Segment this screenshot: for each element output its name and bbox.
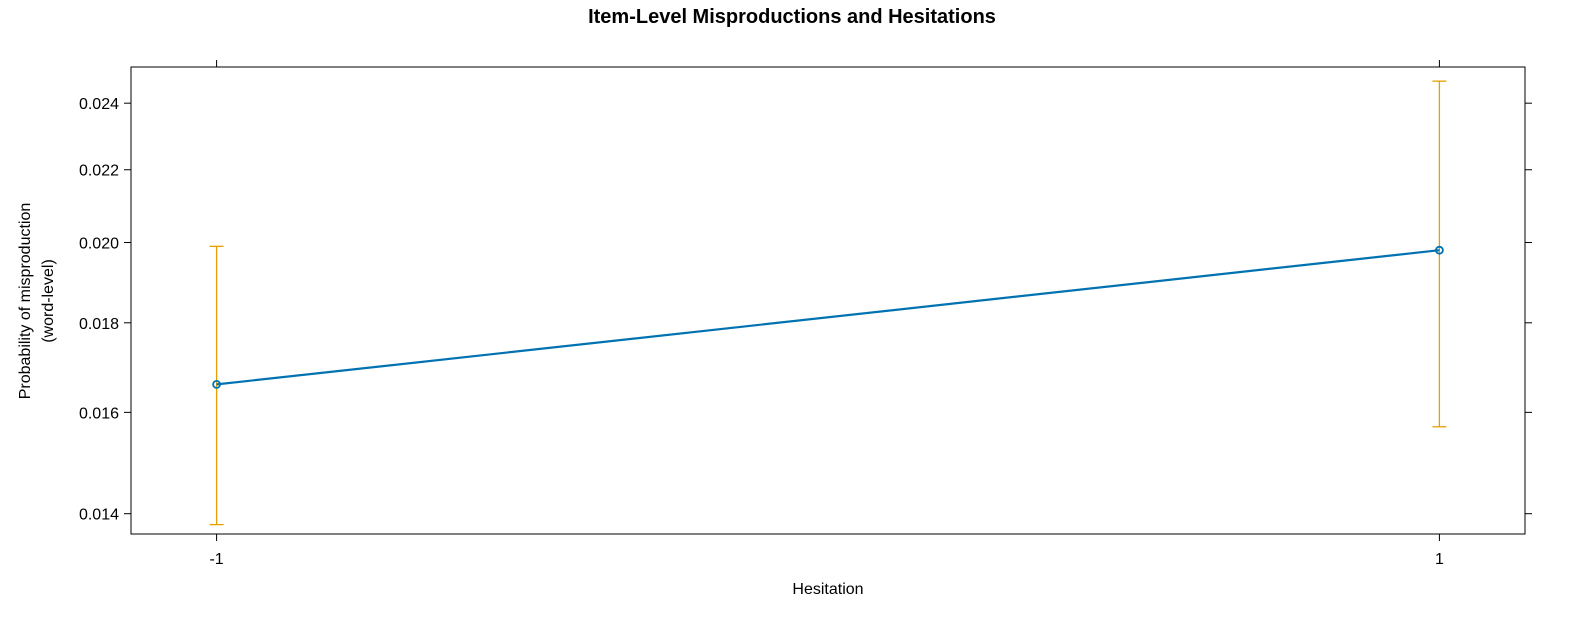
x-tick-label: 1 bbox=[1435, 551, 1444, 568]
y-axis-label-line2: (word-level) bbox=[40, 259, 57, 343]
plot-frame bbox=[130, 66, 1526, 535]
y-axis: 0.014 0.016 0.018 0.020 0.022 0.024 bbox=[79, 96, 1532, 524]
y-tick-label: 0.024 bbox=[79, 96, 119, 113]
y-tick-label: 0.020 bbox=[79, 236, 119, 253]
y-tick-label: 0.014 bbox=[79, 507, 119, 524]
x-tick-label: -1 bbox=[209, 551, 223, 568]
y-tick-label: 0.018 bbox=[79, 316, 119, 333]
y-tick-label: 0.016 bbox=[79, 405, 119, 422]
data-point bbox=[1435, 245, 1444, 255]
series-line bbox=[216, 249, 1440, 386]
chart-title: Item-Level Misproductions and Hesitation… bbox=[588, 6, 996, 28]
x-axis-label: Hesitation bbox=[792, 581, 863, 598]
y-axis-label-line1: Probability of misproduction bbox=[17, 203, 34, 400]
error-bars bbox=[209, 80, 1447, 526]
x-axis: -1 1 bbox=[209, 60, 1444, 568]
data-point bbox=[212, 379, 221, 389]
y-tick-label: 0.022 bbox=[79, 163, 119, 180]
series-layer bbox=[212, 245, 1444, 389]
